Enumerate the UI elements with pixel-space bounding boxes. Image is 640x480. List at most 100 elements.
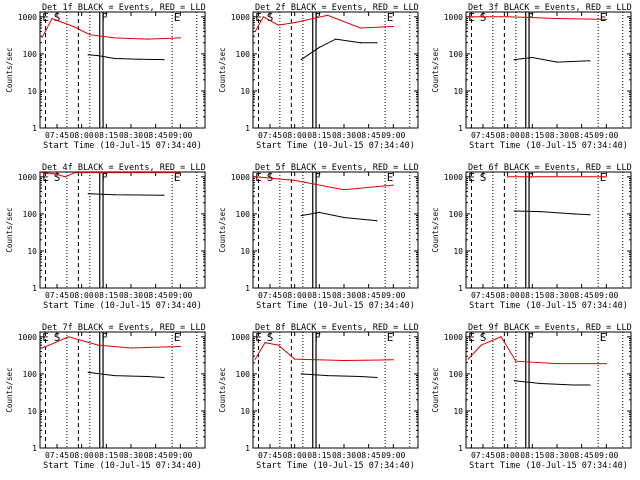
events-point xyxy=(513,59,515,61)
events-point xyxy=(113,57,116,60)
x-tick-label: 08:15 xyxy=(520,291,544,300)
events-point xyxy=(163,376,165,379)
lld-point xyxy=(480,344,482,346)
x-tick-label: 09:00 xyxy=(168,291,192,300)
y-tick-label: 100 xyxy=(449,50,464,59)
lld-point xyxy=(343,359,345,362)
plot-frame xyxy=(39,11,206,129)
x-axis-label: Start Time (10-Jul-15 07:34:40) xyxy=(469,461,628,471)
x-tick-label: 08:15 xyxy=(520,131,544,140)
events-point xyxy=(113,194,116,196)
y-tick-label: 1000 xyxy=(444,13,463,22)
lld-point xyxy=(130,347,132,349)
chart-title: Det 6f BLACK = Events, RED = LLD xyxy=(468,163,632,173)
event-flag: E xyxy=(42,171,49,184)
events-point xyxy=(556,61,558,63)
x-tick-label: 08:30 xyxy=(119,291,143,300)
y-tick-label: 10 xyxy=(27,407,37,416)
x-tick-label: 09:00 xyxy=(381,131,405,140)
lld-point xyxy=(254,176,256,178)
events-series-line xyxy=(514,380,590,386)
lld-point xyxy=(97,344,99,346)
lld-series-line xyxy=(254,14,394,32)
x-tick-label: 08:00 xyxy=(283,131,307,140)
x-tick-label: 08:30 xyxy=(545,291,569,300)
x-tick-label: 09:00 xyxy=(594,291,618,300)
events-point xyxy=(359,375,362,378)
lld-point xyxy=(467,358,469,360)
event-flag: F xyxy=(314,171,321,184)
y-tick-label: 100 xyxy=(236,50,251,59)
events-point xyxy=(318,211,320,213)
x-tick-label: 07:45 xyxy=(471,291,495,300)
chart-title: Det 9f BLACK = Events, RED = LLD xyxy=(468,323,632,333)
lld-point xyxy=(556,362,558,365)
x-axis-label: Start Time (10-Jul-15 07:34:40) xyxy=(43,461,202,471)
lld-point xyxy=(515,360,517,362)
events-point xyxy=(318,46,320,48)
events-point xyxy=(539,382,542,385)
x-axis-label: Start Time (10-Jul-15 07:34:40) xyxy=(469,301,628,311)
events-point xyxy=(589,60,591,62)
chart-panel-1: Det 1f BLACK = Events, RED = LLD 1 10 100 10… xyxy=(5,3,206,151)
lld-point xyxy=(54,173,56,175)
y-tick-label: 1000 xyxy=(18,333,37,342)
x-tick-label: 08:30 xyxy=(545,131,569,140)
event-flag: S xyxy=(480,11,487,24)
y-tick-label: 1 xyxy=(245,444,250,453)
y-tick-label: 1000 xyxy=(444,333,463,342)
lld-point xyxy=(254,358,256,360)
events-point xyxy=(138,58,140,60)
y-tick-label: 100 xyxy=(23,370,38,379)
y-axis-label: Counts/sec xyxy=(431,367,440,412)
y-axis-label: Counts/sec xyxy=(431,47,440,92)
y-tick-label: 10 xyxy=(453,247,463,256)
lld-point xyxy=(51,17,53,20)
lld-point xyxy=(605,176,607,178)
x-tick-label: 08:00 xyxy=(496,451,520,460)
y-axis-label: Counts/sec xyxy=(5,367,14,412)
chart-panel-9: Det 9f BLACK = Events, RED = LLD 1 10 100 10… xyxy=(431,323,632,471)
y-tick-label: 1000 xyxy=(231,13,250,22)
event-flag: E xyxy=(468,331,475,344)
event-flag: E xyxy=(468,171,475,184)
lld-series-line xyxy=(467,336,607,365)
event-flag: E xyxy=(387,171,394,184)
y-axis-label: Counts/sec xyxy=(5,207,14,252)
x-axis-label: Start Time (10-Jul-15 07:34:40) xyxy=(256,461,415,471)
chart-panel-6: Det 6f BLACK = Events, RED = LLD 1 10 100 10… xyxy=(431,163,632,311)
lld-point xyxy=(41,347,43,349)
plot-frame xyxy=(252,331,419,449)
x-tick-label: 08:15 xyxy=(94,291,118,300)
events-point xyxy=(376,220,378,222)
chart-panel-8: Det 8f BLACK = Events, RED = LLD 1 10 100 10… xyxy=(218,323,419,471)
events-series-line xyxy=(301,211,377,222)
x-tick-label: 08:00 xyxy=(496,291,520,300)
x-tick-label: 09:00 xyxy=(168,131,192,140)
y-tick-label: 100 xyxy=(23,50,38,59)
lld-point xyxy=(467,16,469,18)
event-flag: S xyxy=(267,11,274,24)
chart-panel-7: Det 7f BLACK = Events, RED = LLD 1 10 100 10… xyxy=(5,323,206,471)
y-tick-label: 1000 xyxy=(18,13,37,22)
x-tick-label: 08:45 xyxy=(357,131,381,140)
x-tick-label: 07:45 xyxy=(258,451,282,460)
event-flag: S xyxy=(480,171,487,184)
lld-point xyxy=(343,189,345,191)
chart-title: Det 5f BLACK = Events, RED = LLD xyxy=(255,163,419,173)
y-axis-label: Counts/sec xyxy=(431,207,440,252)
x-tick-label: 08:30 xyxy=(119,131,143,140)
events-point xyxy=(376,42,378,44)
chart-title: Det 2f BLACK = Events, RED = LLD xyxy=(255,3,419,13)
x-tick-label: 09:00 xyxy=(594,451,618,460)
events-point xyxy=(146,375,149,378)
plot-frame xyxy=(252,171,419,289)
y-tick-label: 10 xyxy=(453,407,463,416)
event-flag: E xyxy=(387,11,394,24)
events-point xyxy=(513,210,515,212)
event-flag: F xyxy=(527,331,534,344)
x-tick-label: 08:45 xyxy=(570,131,594,140)
x-tick-label: 08:30 xyxy=(332,131,356,140)
x-tick-label: 08:15 xyxy=(94,131,118,140)
x-axis-label: Start Time (10-Jul-15 07:34:40) xyxy=(256,141,415,151)
